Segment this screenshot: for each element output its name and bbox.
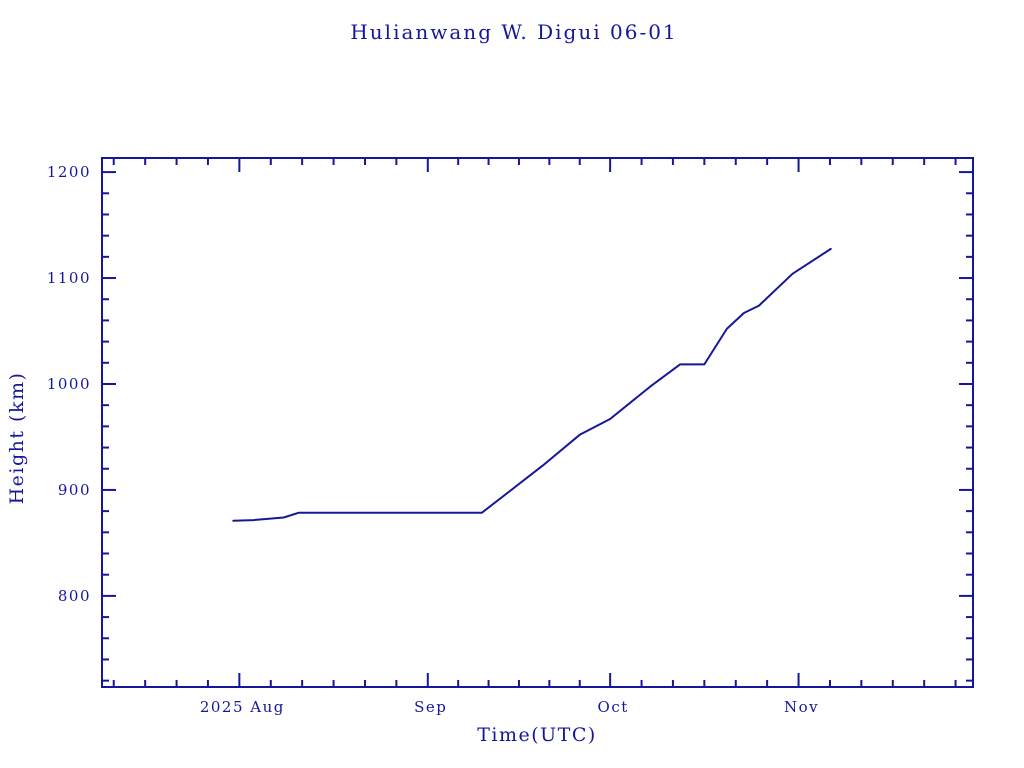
y-tick-label: 800 — [58, 587, 91, 605]
y-axis-tick-labels: 800 900 1000 1100 1200 — [47, 163, 91, 605]
x-axis-tick-labels: 2025 Aug Sep Oct Nov — [200, 698, 819, 716]
x-tick-label: Oct — [598, 698, 629, 716]
data-line-orbit-height — [232, 247, 832, 522]
chart-title: Hulianwang W. Digui 06-01 — [350, 20, 677, 44]
data-series-group — [232, 247, 832, 522]
x-axis-ticks — [112, 158, 957, 687]
x-tick-label: Nov — [784, 698, 819, 716]
y-tick-label: 900 — [58, 481, 91, 499]
plot-frame-group — [101, 157, 974, 688]
x-axis-label: Time(UTC) — [477, 724, 597, 746]
y-axis-label: Height (km) — [6, 372, 28, 505]
x-tick-label: Sep — [414, 698, 447, 716]
y-tick-label: 1200 — [47, 163, 91, 181]
y-tick-label: 1000 — [47, 375, 91, 393]
plot-frame — [101, 157, 974, 688]
y-axis-ticks — [102, 171, 973, 682]
y-tick-label: 1100 — [47, 269, 91, 287]
x-tick-label: 2025 Aug — [200, 698, 285, 716]
